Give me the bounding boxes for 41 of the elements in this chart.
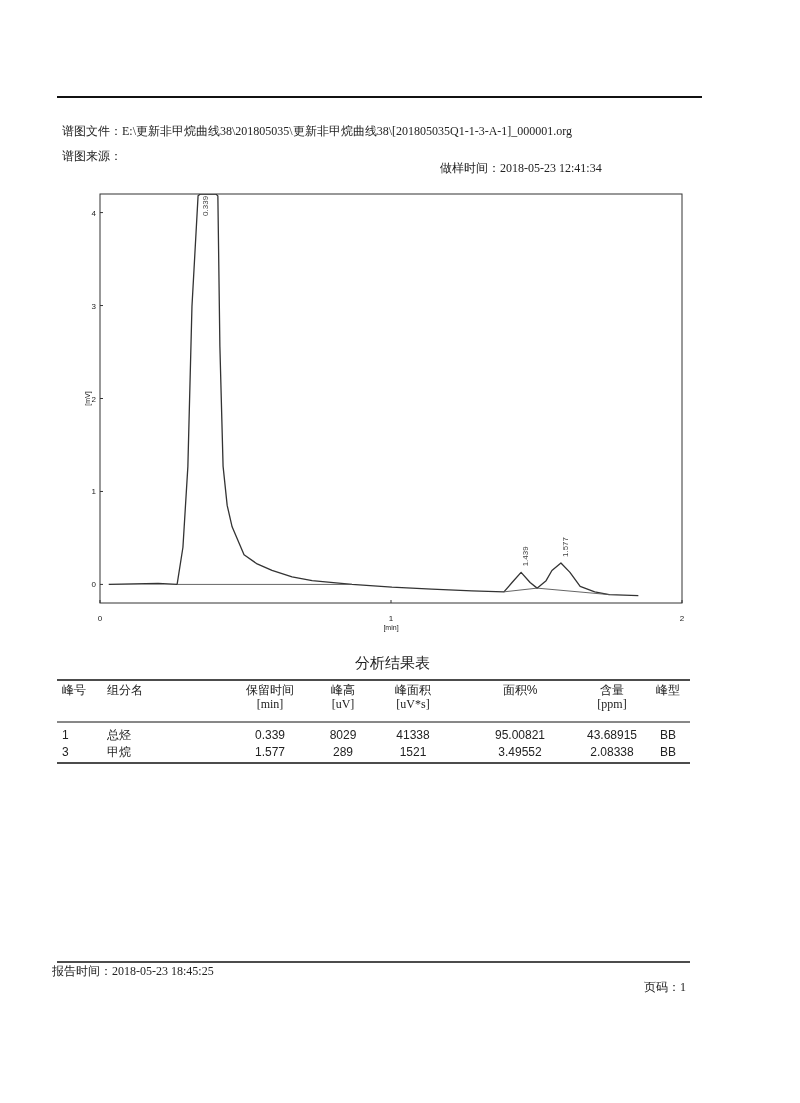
text: 甲烷 [107,745,131,759]
y-tick-label: 4 [91,208,97,218]
y-tick-label: 0 [91,580,97,590]
text: 8029 [329,728,357,742]
text: 41338 [396,728,431,742]
text: 含量 [ppm] [597,683,627,711]
text: 2.08338 [590,745,635,759]
text: 峰面积 [uV*s] [395,683,431,711]
text: 3.49552 [498,745,543,759]
x-tick-label: 2 [679,614,685,623]
x-tick-label: 0 [97,614,103,623]
text: 分析结果表 [354,654,430,671]
text: 峰型 [656,683,680,697]
annotation: 1.439 [520,545,530,567]
text: 1.577 [254,745,286,759]
text: 谱图来源： [62,149,122,163]
text: 谱图文件：E:\更新非甲烷曲线38\201805035\更新非甲烷曲线38\[201805035Q1-1-3-A-1]_000001.org [62,124,573,138]
x-tick-label: 1 [388,614,394,623]
y-tick-label: 1 [91,487,97,497]
text: 峰高 [uV] [331,683,355,711]
text: 做样时间：2018-05-23 12:41:34 [440,161,602,175]
text: 289 [332,745,354,759]
text: 1521 [399,745,427,759]
annotation: 0.339 [200,195,210,216]
text: 95.00821 [494,728,546,742]
text: 组分名 [107,683,143,697]
text: 峰号 [62,683,86,697]
y-tick-label: 2 [91,394,97,404]
text: 43.68915 [586,728,638,742]
text: 1 [62,728,69,742]
text: 面积% [502,683,538,697]
annotation: 1.577 [560,536,570,558]
text: 总烃 [106,728,131,742]
y-tick-label: 3 [91,301,97,311]
text: 0.339 [254,728,286,742]
text: 保留时间 [min] [246,683,294,711]
text: 页码：1 [644,980,686,994]
text: 3 [62,745,69,759]
text: BB [659,728,677,742]
text: BB [659,745,677,759]
text: 报告时间：2018-05-23 18:45:25 [51,964,214,978]
